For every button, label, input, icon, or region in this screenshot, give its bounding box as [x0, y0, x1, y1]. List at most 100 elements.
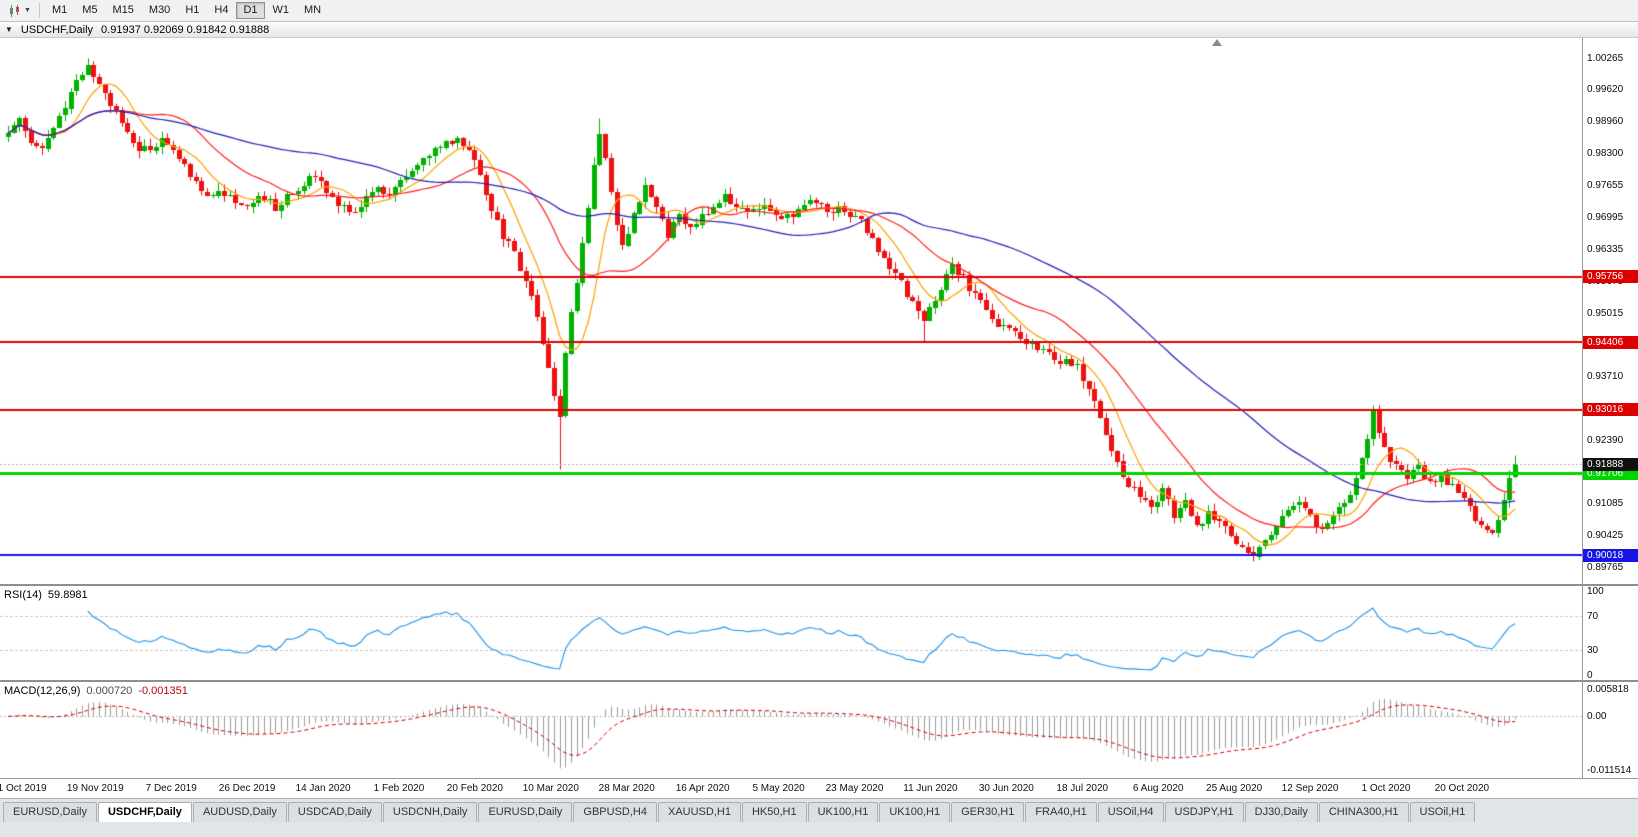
price-scale-label: 0.92390	[1587, 434, 1624, 446]
price-scale-label: 0.97655	[1587, 179, 1624, 191]
chart-window-caption[interactable]: ▼ USDCHF,Daily 0.91937 0.92069 0.91842 0…	[0, 22, 1638, 38]
rsi-scale-label: 30	[1587, 644, 1599, 656]
rsi-canvas[interactable]	[0, 586, 1582, 680]
rsi-splitter[interactable]	[0, 584, 1638, 586]
time-axis-label: 20 Feb 2020	[446, 783, 503, 794]
price-scale: 1.00265 0.99620 0.98960 0.98300 0.97655 0.969…	[1582, 38, 1638, 584]
timeframe-button-h4[interactable]: H4	[207, 2, 235, 19]
timeframe-button-m30[interactable]: M30	[142, 2, 177, 19]
chart-tab-1-usdchf-daily[interactable]: USDCHF,Daily	[97, 802, 192, 822]
time-axis-label: 1 Oct 2020	[1361, 783, 1411, 794]
chart-tab-0-eurusd-daily[interactable]: EURUSD,Daily	[3, 802, 97, 822]
chart-symbol-title: USDCHF,Daily	[20, 23, 94, 36]
timeframe-buttons: M1 M5 M15 M30 H1 H4 D1 W1 MN	[45, 2, 328, 19]
resistance-price-tag: 0.93016	[1583, 403, 1638, 416]
macd-signal-value: -0.001351	[138, 685, 188, 697]
toolbar-separator	[38, 3, 40, 18]
time-axis-label: 14 Jan 2020	[295, 783, 351, 794]
rsi-header: RSI(14) 59.8981	[4, 589, 88, 601]
chart-tab-17-usoil-h1[interactable]: USOil,H1	[1409, 802, 1476, 822]
chart-tab-7-xauusd-h1[interactable]: XAUUSD,H1	[657, 802, 741, 822]
time-axis-label: 31 Oct 2019	[0, 783, 47, 794]
rsi-value: 59.8981	[47, 589, 88, 601]
chart-tab-13-usoil-h4[interactable]: USOil,H4	[1097, 802, 1164, 822]
chart-tab-6-gbpusd-h4[interactable]: GBPUSD,H4	[573, 802, 657, 822]
time-axis-label: 16 Apr 2020	[675, 783, 730, 794]
chart-tab-5-eurusd-daily[interactable]: EURUSD,Daily	[478, 802, 573, 822]
dropdown-caret-icon: ▼	[24, 6, 31, 14]
price-scale-label: 0.96335	[1587, 243, 1624, 255]
chart-tab-2-audusd-daily[interactable]: AUDUSD,Daily	[192, 802, 287, 822]
current-price-tag: 0.91888	[1583, 458, 1638, 471]
macd-scale-label: 0.005818	[1587, 684, 1629, 696]
timeframe-button-m1[interactable]: M1	[45, 2, 74, 19]
price-scale-label: 0.93710	[1587, 370, 1624, 382]
time-axis-label: 7 Dec 2019	[145, 783, 197, 794]
window-bottom-edge	[0, 822, 1638, 837]
window-menu-icon[interactable]: ▼	[5, 25, 13, 34]
macd-splitter[interactable]	[0, 680, 1638, 682]
price-chart-canvas[interactable]	[0, 38, 1582, 584]
time-axis-label: 18 Jul 2020	[1056, 783, 1109, 794]
macd-scale-label: 0.00	[1587, 711, 1607, 723]
chart-tab-14-usdjpy-h1[interactable]: USDJPY,H1	[1164, 802, 1244, 822]
chart-type-tool[interactable]: ▼	[5, 3, 34, 19]
time-axis[interactable]: 31 Oct 2019 19 Nov 2019 7 Dec 2019 26 Dec 2…	[0, 778, 1638, 798]
timeframe-button-w1[interactable]: W1	[266, 2, 297, 19]
rsi-scale-label: 0	[1587, 670, 1593, 680]
chart-tab-15-dj30-daily[interactable]: DJ30,Daily	[1244, 802, 1318, 822]
time-axis-label: 28 Mar 2020	[598, 783, 655, 794]
timeframe-button-mn[interactable]: MN	[297, 2, 328, 19]
timeframe-button-m15[interactable]: M15	[106, 2, 141, 19]
chart-ohlc-values: 0.91937 0.92069 0.91842 0.91888	[101, 23, 270, 36]
time-axis-label: 19 Nov 2019	[66, 783, 124, 794]
price-scale-label: 0.98960	[1587, 116, 1624, 128]
chart-tab-10-uk100-h1[interactable]: UK100,H1	[879, 802, 951, 822]
price-scale-label: 0.95015	[1587, 307, 1624, 319]
chart-tab-3-usdcad-daily[interactable]: USDCAD,Daily	[287, 802, 382, 822]
time-axis-label: 6 Aug 2020	[1132, 783, 1184, 794]
time-axis-label: 25 Aug 2020	[1206, 783, 1263, 794]
price-scale-label: 0.89765	[1587, 562, 1624, 574]
price-chart-panel: 1.00265 0.99620 0.98960 0.98300 0.97655 0.969…	[0, 38, 1638, 584]
rsi-name: RSI(14)	[4, 589, 42, 601]
timeframe-button-m5[interactable]: M5	[75, 2, 104, 19]
chart-shift-marker[interactable]	[1212, 39, 1222, 46]
price-scale-label: 1.00265	[1587, 53, 1624, 65]
price-scale-label: 0.91085	[1587, 498, 1624, 510]
time-axis-label: 1 Feb 2020	[373, 783, 425, 794]
macd-name: MACD(12,26,9)	[4, 685, 81, 697]
chart-tab-11-ger30-h1[interactable]: GER30,H1	[951, 802, 1025, 822]
macd-header: MACD(12,26,9) 0.000720 -0.001351	[4, 685, 188, 697]
time-axis-label: 30 Jun 2020	[978, 783, 1034, 794]
timeframe-toolbar: ▼ M1 M5 M15 M30 H1 H4 D1 W1 MN	[0, 0, 1638, 22]
time-axis-label: 20 Oct 2020	[1434, 783, 1490, 794]
chart-tab-8-hk50-h1[interactable]: HK50,H1	[741, 802, 807, 822]
time-axis-label: 23 May 2020	[825, 783, 884, 794]
chart-tab-16-china300-h1[interactable]: CHINA300,H1	[1318, 802, 1409, 822]
timeframe-button-h1[interactable]: H1	[178, 2, 206, 19]
chart-tabs-bar: EURUSD,Daily USDCHF,Daily AUDUSD,Daily USDC…	[0, 798, 1638, 822]
chart-tab-9-uk100-h1[interactable]: UK100,H1	[807, 802, 879, 822]
time-axis-label: 12 Sep 2020	[1281, 783, 1339, 794]
timeframe-button-d1[interactable]: D1	[236, 2, 265, 19]
time-axis-label: 10 Mar 2020	[522, 783, 579, 794]
macd-canvas[interactable]	[0, 682, 1582, 778]
time-axis-label: 26 Dec 2019	[218, 783, 276, 794]
chart-tab-4-usdcnh-daily[interactable]: USDCNH,Daily	[382, 802, 478, 822]
price-scale-label: 0.96995	[1587, 211, 1624, 223]
resistance-price-tag: 0.94406	[1583, 336, 1638, 349]
price-scale-label: 0.90425	[1587, 530, 1624, 542]
macd-scale: 0.005818 0.00 -0.011514	[1582, 682, 1638, 778]
candlestick-chart-icon	[10, 4, 19, 17]
price-scale-label: 0.98300	[1587, 148, 1624, 160]
rsi-scale-label: 100	[1587, 586, 1604, 597]
time-axis-label: 5 May 2020	[752, 783, 805, 794]
support-price-tag: 0.90018	[1583, 549, 1638, 562]
chart-tab-12-fra40-h1[interactable]: FRA40,H1	[1025, 802, 1097, 822]
resistance-price-tag: 0.95756	[1583, 270, 1638, 283]
macd-main-value: 0.000720	[86, 685, 133, 697]
macd-panel: MACD(12,26,9) 0.000720 -0.001351 0.00581…	[0, 682, 1638, 778]
rsi-scale: 100 70 30 0	[1582, 586, 1638, 680]
